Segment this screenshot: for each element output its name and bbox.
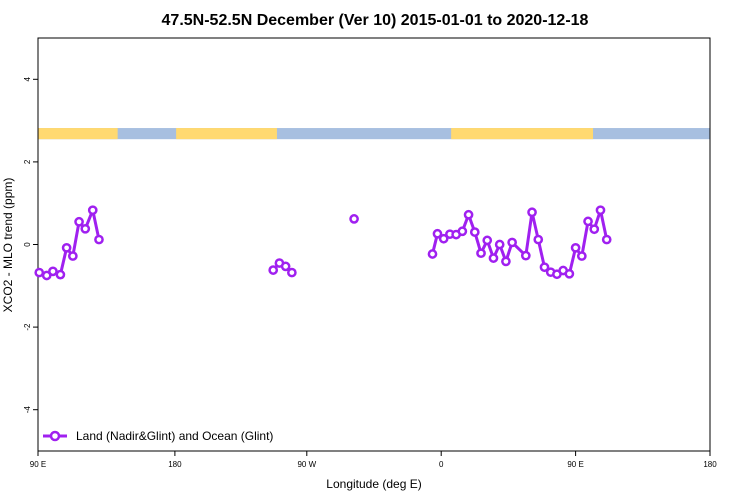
land-band-segment (176, 128, 277, 140)
data-point (595, 205, 606, 216)
data-point (564, 268, 575, 279)
series-line (38, 208, 101, 277)
data-point (34, 267, 45, 278)
land-band-segment (38, 128, 118, 140)
x-tick-label: 90 E (567, 460, 583, 469)
data-point (570, 242, 581, 253)
data-point (349, 214, 359, 224)
y-tick-label: 0 (23, 242, 32, 247)
data-point (74, 216, 84, 227)
data-point (520, 250, 531, 261)
data-point (457, 226, 468, 237)
chart-title: 47.5N-52.5N December (Ver 10) 2015-01-01… (162, 12, 589, 29)
data-point (482, 235, 493, 246)
x-tick-label: 90 E (30, 460, 46, 469)
y-axis-label: XCO2 - MLO trend (ppm) (1, 178, 15, 313)
y-tick-label: 4 (23, 77, 32, 82)
data-point (67, 251, 78, 261)
data-point (507, 237, 517, 248)
data-point (48, 266, 58, 277)
legend-marker-swatch (49, 430, 61, 442)
legend: Land (Nadir&Glint) and Ocean (Glint) (43, 429, 273, 443)
data-point (601, 234, 612, 245)
data-point (432, 228, 443, 239)
plot-frame (37, 37, 711, 452)
data-point (55, 269, 66, 280)
data-point (61, 242, 72, 253)
data-point (87, 205, 98, 216)
data-point (438, 233, 449, 244)
data-point (427, 249, 438, 259)
data-point (94, 234, 104, 245)
x-axis: 90 E 180 90 W 0 90 E 180 (30, 451, 717, 469)
data-point (280, 261, 291, 272)
data-point (576, 251, 587, 261)
data-point (469, 227, 480, 237)
y-tick-label: -2 (23, 323, 32, 331)
data-point (527, 207, 537, 218)
data-point (589, 224, 600, 235)
ocean-band (38, 128, 710, 140)
data-point (494, 239, 505, 250)
data-point (41, 270, 52, 281)
y-tick-label: -4 (23, 406, 32, 414)
data-point (80, 223, 91, 234)
data-point (287, 267, 297, 278)
x-axis-label: Longitude (deg E) (326, 477, 421, 491)
x-tick-label: 180 (703, 460, 717, 469)
data-point (488, 253, 499, 263)
legend-label: Land (Nadir&Glint) and Ocean (Glint) (76, 429, 273, 443)
data-point (476, 248, 486, 259)
data-point (539, 262, 550, 273)
series-layer (34, 205, 612, 281)
x-tick-label: 180 (168, 460, 182, 469)
series-line (431, 208, 609, 276)
data-point (463, 209, 474, 220)
land-band-segment (451, 128, 594, 140)
y-tick-label: 2 (23, 159, 32, 164)
data-point (583, 216, 593, 227)
data-point (268, 265, 279, 275)
data-point (501, 256, 511, 267)
x-tick-label: 90 W (297, 460, 316, 469)
y-axis: -4 -2 0 2 4 (23, 77, 38, 414)
x-tick-label: 0 (439, 460, 444, 469)
data-point (533, 234, 544, 245)
land-ocean-band (38, 128, 710, 140)
